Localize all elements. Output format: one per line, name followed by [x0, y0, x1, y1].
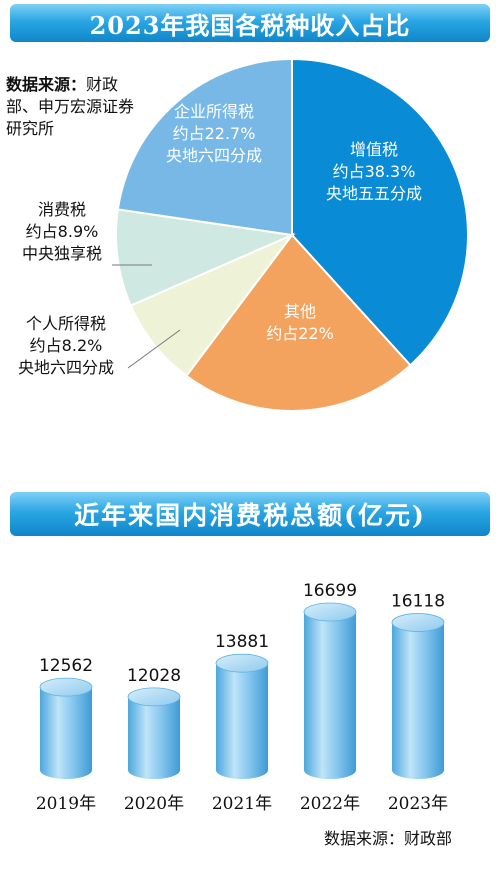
bar-value-label-3: 16699 — [303, 581, 357, 601]
bar-source-note: 数据来源：财政部 — [323, 829, 452, 848]
pie-slice-name-4: 企业所得税 — [173, 102, 254, 121]
pie-slice-4 — [116, 57, 293, 237]
pie-chart — [112, 57, 469, 412]
bar-value-label-2: 13881 — [215, 632, 269, 652]
pie-slice-label-4: 企业所得税约占22.7% 央地六四分成 — [154, 101, 274, 167]
bar-category-label-1: 2020年 — [124, 794, 184, 814]
pie-slice-share-text-0: 约占38.3% — [332, 162, 416, 181]
bar-value-label-1: 12028 — [127, 666, 181, 686]
bar-cylinder-top-1 — [127, 687, 181, 707]
pie-source-text: 财政部、申万宏源证券研究所 — [6, 75, 135, 138]
pie-slice-note-4: 央地六四分成 — [165, 146, 262, 165]
bar-cylinder-3 — [304, 612, 356, 779]
pie-slice-name-0: 增值税 — [349, 140, 398, 159]
bar-cylinder-4 — [392, 622, 444, 779]
pie-slice-label-2: 个人所得税约占8.2% 央地六四分成 — [6, 313, 126, 379]
pie-slice-2 — [129, 232, 296, 378]
pie-source-note: 数据来源：财政部、申万宏源证券研究所 — [6, 74, 144, 140]
bar-cylinder-top-3 — [303, 602, 357, 622]
bar-cylinder-top-4 — [391, 613, 445, 632]
bar-cylinder-2 — [216, 663, 268, 779]
pie-slice-share-text-1: 约占22% — [266, 324, 334, 343]
pie-slice-label-3: 消费税约占8.9% 中央独享税 — [2, 199, 122, 265]
bar-category-label-3: 2022年 — [300, 794, 360, 814]
pie-slice-name-2: 个人所得税 — [25, 314, 106, 333]
pie-slice-note-3: 中央独享税 — [21, 244, 102, 263]
pie-slice-label-0: 增值税约占38.3% 央地五五分成 — [314, 139, 434, 205]
pie-slice-note-2: 央地六四分成 — [17, 358, 114, 377]
pie-leader-line-2 — [127, 329, 181, 369]
pie-slice-share-text-3: 约占8.9% — [25, 222, 99, 241]
pie-slice-share-text-4: 约占22.7% — [172, 124, 256, 143]
bar-cylinder-1 — [128, 696, 180, 779]
bar-value-label-0: 12562 — [39, 656, 93, 676]
bar-category-label-2: 2021年 — [212, 794, 272, 814]
pie-slice-1 — [185, 233, 412, 412]
pie-slice-note-0: 央地五五分成 — [325, 184, 422, 203]
bar-chart-title: 近年来国内消费税总额(亿元) — [10, 492, 490, 536]
bar-cylinder-0 — [40, 687, 92, 779]
pie-source-label: 数据来源： — [6, 75, 87, 94]
bar-cylinder-top-2 — [215, 653, 269, 673]
bar-category-label-0: 2019年 — [36, 794, 96, 814]
pie-chart-title: 2023年我国各税种收入占比 — [10, 4, 490, 42]
bar-cylinder-top-0 — [39, 677, 93, 697]
pie-slice-3 — [115, 208, 296, 307]
pie-slice-0 — [291, 57, 469, 367]
pie-slice-share-text-2: 约占8.2% — [29, 336, 103, 355]
pie-slice-name-1: 其他 — [283, 302, 316, 321]
pie-slice-name-3: 消费税 — [37, 200, 86, 219]
bar-category-label-4: 2023年 — [388, 794, 448, 814]
pie-slice-label-1: 其他约占22% — [240, 301, 360, 345]
bar-value-label-4: 16118 — [391, 592, 445, 612]
